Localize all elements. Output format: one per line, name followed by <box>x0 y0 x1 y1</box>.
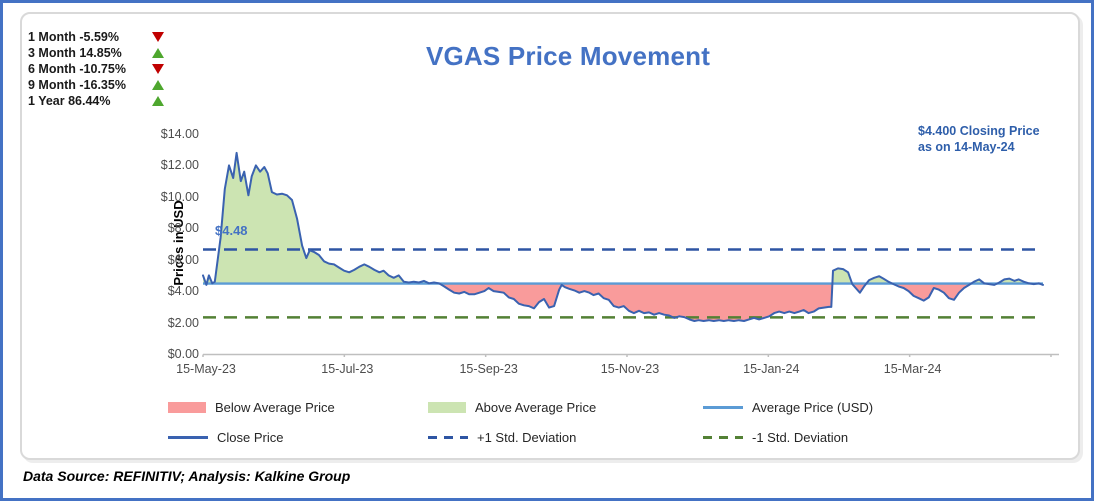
legend-item: Average Price (USD) <box>703 399 873 415</box>
stat-label: 6 Month -10.75% <box>28 62 126 76</box>
up-triangle-icon <box>152 48 164 58</box>
legend-swatch-dash <box>428 435 468 439</box>
down-triangle-icon <box>152 32 164 42</box>
legend-item: -1 Std. Deviation <box>703 429 848 445</box>
stat-row: 3 Month 14.85% <box>28 45 164 61</box>
y-tick-label: $10.00 <box>160 189 199 204</box>
x-tick-label: 15-Mar-24 <box>883 362 942 376</box>
x-tick-label: 15-Jul-23 <box>321 362 374 376</box>
up-triangle-icon <box>152 80 164 90</box>
legend-label: -1 Std. Deviation <box>752 429 849 445</box>
stat-label: 1 Month -5.59% <box>28 30 119 44</box>
legend-label: Below Average Price <box>215 399 335 415</box>
legend-item: +1 Std. Deviation <box>428 429 576 445</box>
legend-item: Below Average Price <box>168 399 335 415</box>
stat-label: 1 Year 86.44% <box>28 94 111 108</box>
legend-label: +1 Std. Deviation <box>477 429 577 445</box>
y-tick-label: $2.00 <box>167 315 199 330</box>
legend-swatch-area <box>428 401 466 413</box>
down-triangle-icon <box>152 64 164 74</box>
stat-row: 1 Year 86.44% <box>28 93 164 109</box>
legend-item: Above Average Price <box>428 399 596 415</box>
legend-swatch-dash <box>703 435 743 439</box>
data-source-footer: Data Source: REFINITIV; Analysis: Kalkin… <box>23 468 351 484</box>
closing-price-annotation: $4.400 Closing Price as on 14-May-24 <box>918 123 1088 155</box>
above-average-area <box>203 152 1043 284</box>
stat-row: 1 Month -5.59% <box>28 29 164 45</box>
x-tick-label: 15-May-23 <box>176 362 236 376</box>
below-average-area <box>205 283 1043 321</box>
page-title: VGAS Price Movement <box>425 41 711 71</box>
stat-label: 9 Month -16.35% <box>28 78 126 92</box>
legend-item: Close Price <box>168 429 283 445</box>
x-tick-label: 15-Nov-23 <box>600 362 660 376</box>
y-tick-label: $14.00 <box>160 127 199 141</box>
performance-stats: 1 Month -5.59% 3 Month 14.85% 6 Month -10.… <box>28 29 168 109</box>
legend-swatch-line <box>703 405 743 409</box>
y-axis-title: Prices in USD <box>171 200 186 286</box>
closing-price-line1: $4.400 Closing Price <box>918 124 1040 138</box>
legend-swatch-area <box>168 401 206 413</box>
legend-label: Average Price (USD) <box>752 399 874 415</box>
stat-row: 9 Month -16.35% <box>28 77 164 93</box>
y-tick-label: $6.00 <box>167 252 199 267</box>
close-price-line <box>202 151 1044 322</box>
y-tick-label: $4.00 <box>167 284 199 299</box>
y-tick-label: $12.00 <box>160 158 199 173</box>
legend-swatch-line <box>168 435 208 439</box>
legend-label: Close Price <box>217 429 284 445</box>
price-chart-plot <box>202 151 1059 357</box>
y-tick-label: $0.00 <box>167 347 199 361</box>
stat-row: 6 Month -10.75% <box>28 61 164 77</box>
chart-frame <box>20 12 1080 460</box>
x-tick-label: 15-Sep-23 <box>459 362 518 376</box>
up-triangle-icon <box>152 96 164 106</box>
stat-label: 3 Month 14.85% <box>28 46 122 60</box>
y-tick-label: $8.00 <box>167 221 199 236</box>
average-price-label: $4.48 <box>215 223 248 238</box>
closing-price-line2: as on 14-May-24 <box>918 140 1015 154</box>
x-tick-label: 15-Jan-24 <box>743 362 800 376</box>
legend-label: Above Average Price <box>475 399 597 415</box>
